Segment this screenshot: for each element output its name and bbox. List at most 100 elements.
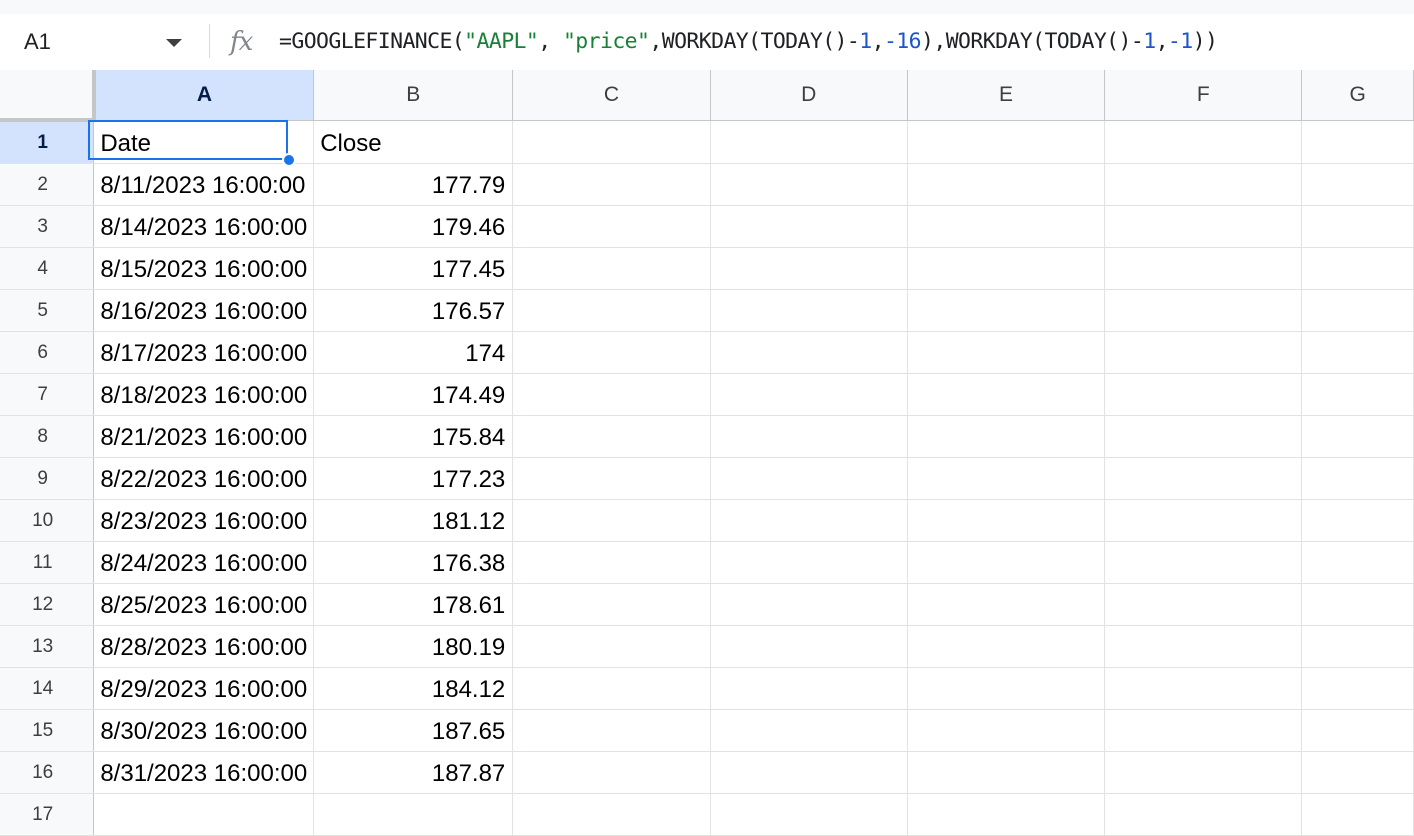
- row-header[interactable]: 10: [0, 499, 95, 542]
- cell-a[interactable]: 8/28/2023 16:00:00: [93, 625, 315, 668]
- cell-g[interactable]: [1301, 373, 1414, 416]
- cell-b[interactable]: 187.87: [313, 751, 514, 794]
- cell-e[interactable]: [907, 709, 1106, 752]
- cell-f[interactable]: [1104, 331, 1303, 374]
- cell-d[interactable]: [710, 163, 908, 206]
- cell-b[interactable]: 177.45: [313, 247, 514, 290]
- name-box-dropdown-icon[interactable]: [166, 39, 182, 47]
- row-header[interactable]: 3: [0, 205, 95, 248]
- cell-e[interactable]: [907, 120, 1106, 164]
- cell-a[interactable]: 8/21/2023 16:00:00: [93, 415, 315, 458]
- cell-f[interactable]: [1104, 163, 1303, 206]
- row-header[interactable]: 9: [0, 457, 95, 500]
- row-header[interactable]: 2: [0, 163, 95, 206]
- row-header[interactable]: 12: [0, 583, 95, 626]
- cell-d[interactable]: [710, 709, 908, 752]
- select-all-corner[interactable]: [0, 70, 96, 122]
- cell-b[interactable]: 187.65: [313, 709, 514, 752]
- cell-g[interactable]: [1301, 499, 1414, 542]
- cell-a[interactable]: 8/15/2023 16:00:00: [93, 247, 315, 290]
- row-header[interactable]: 7: [0, 373, 95, 416]
- row-header[interactable]: 5: [0, 289, 95, 332]
- cell-g[interactable]: [1301, 331, 1414, 374]
- cell-e[interactable]: [907, 415, 1106, 458]
- cell-e[interactable]: [907, 499, 1106, 542]
- cell-e[interactable]: [907, 667, 1106, 710]
- column-header-f[interactable]: F: [1104, 70, 1303, 121]
- cell-a[interactable]: 8/11/2023 16:00:00: [93, 163, 315, 206]
- column-header-e[interactable]: E: [907, 70, 1106, 121]
- cell-a[interactable]: 8/24/2023 16:00:00: [93, 541, 315, 584]
- cell-e[interactable]: [907, 583, 1106, 626]
- cell-c[interactable]: [512, 289, 711, 332]
- column-header-a[interactable]: A: [93, 70, 315, 121]
- cell-e[interactable]: [907, 163, 1106, 206]
- cell-b[interactable]: 174: [313, 331, 514, 374]
- cell-c[interactable]: [512, 120, 711, 164]
- formula-input[interactable]: =GOOGLEFINANCE("AAPL", "price",WORKDAY(T…: [279, 28, 1218, 56]
- cell-f[interactable]: [1104, 499, 1303, 542]
- cell-b[interactable]: 175.84: [313, 415, 514, 458]
- cell-b[interactable]: 181.12: [313, 499, 514, 542]
- cell-e[interactable]: [907, 331, 1106, 374]
- cell-g[interactable]: [1301, 120, 1414, 164]
- column-header-d[interactable]: D: [710, 70, 908, 121]
- cell-g[interactable]: [1301, 751, 1414, 794]
- cell-g[interactable]: [1301, 457, 1414, 500]
- cell-c[interactable]: [512, 709, 711, 752]
- cell-d[interactable]: [710, 457, 908, 500]
- cell-g[interactable]: [1301, 247, 1414, 290]
- cell-b[interactable]: [313, 793, 514, 836]
- cell-f[interactable]: [1104, 625, 1303, 668]
- cell-f[interactable]: [1104, 583, 1303, 626]
- row-header[interactable]: 1: [0, 120, 95, 164]
- cell-a[interactable]: 8/16/2023 16:00:00: [93, 289, 315, 332]
- cell-c[interactable]: [512, 247, 711, 290]
- cell-c[interactable]: [512, 499, 711, 542]
- cell-g[interactable]: [1301, 541, 1414, 584]
- cell-c[interactable]: [512, 457, 711, 500]
- cell-b[interactable]: 184.12: [313, 667, 514, 710]
- cell-g[interactable]: [1301, 625, 1414, 668]
- cell-d[interactable]: [710, 667, 908, 710]
- cell-c[interactable]: [512, 793, 711, 836]
- cell-f[interactable]: [1104, 247, 1303, 290]
- cell-d[interactable]: [710, 289, 908, 332]
- cell-b[interactable]: 176.57: [313, 289, 514, 332]
- cell-d[interactable]: [710, 247, 908, 290]
- cell-c[interactable]: [512, 541, 711, 584]
- row-header[interactable]: 13: [0, 625, 95, 668]
- cell-g[interactable]: [1301, 163, 1414, 206]
- cell-e[interactable]: [907, 751, 1106, 794]
- cell-f[interactable]: [1104, 120, 1303, 164]
- cell-g[interactable]: [1301, 709, 1414, 752]
- cell-d[interactable]: [710, 499, 908, 542]
- cell-e[interactable]: [907, 541, 1106, 584]
- cell-d[interactable]: [710, 793, 908, 836]
- row-header[interactable]: 15: [0, 709, 95, 752]
- cell-b[interactable]: 176.38: [313, 541, 514, 584]
- row-header[interactable]: 11: [0, 541, 95, 584]
- cell-d[interactable]: [710, 205, 908, 248]
- cell-f[interactable]: [1104, 667, 1303, 710]
- cell-b[interactable]: 177.23: [313, 457, 514, 500]
- cell-e[interactable]: [907, 625, 1106, 668]
- cell-b[interactable]: 177.79: [313, 163, 514, 206]
- cell-a[interactable]: 8/22/2023 16:00:00: [93, 457, 315, 500]
- row-header[interactable]: 14: [0, 667, 95, 710]
- cell-e[interactable]: [907, 289, 1106, 332]
- cell-a[interactable]: 8/18/2023 16:00:00: [93, 373, 315, 416]
- cell-c[interactable]: [512, 331, 711, 374]
- cell-a[interactable]: 8/23/2023 16:00:00: [93, 499, 315, 542]
- fill-handle[interactable]: [282, 153, 296, 167]
- cell-d[interactable]: [710, 541, 908, 584]
- row-header[interactable]: 4: [0, 247, 95, 290]
- cell-d[interactable]: [710, 120, 908, 164]
- cell-d[interactable]: [710, 373, 908, 416]
- column-header-g[interactable]: G: [1301, 70, 1414, 121]
- cell-a[interactable]: 8/14/2023 16:00:00: [93, 205, 315, 248]
- cell-b[interactable]: 178.61: [313, 583, 514, 626]
- cell-b[interactable]: 179.46: [313, 205, 514, 248]
- cell-e[interactable]: [907, 373, 1106, 416]
- cell-f[interactable]: [1104, 415, 1303, 458]
